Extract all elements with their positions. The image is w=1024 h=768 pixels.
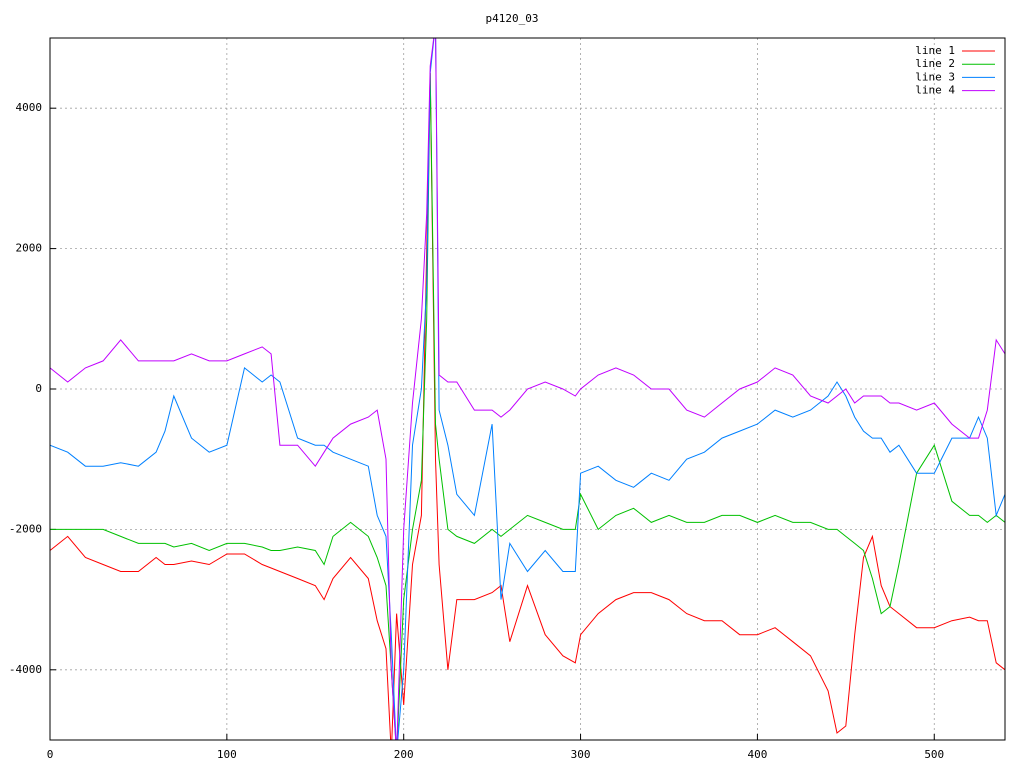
legend-label: line 2	[915, 57, 955, 70]
data-line	[50, 73, 1005, 740]
plot-border	[49, 37, 1006, 741]
y-tick-label: 4000	[16, 101, 43, 114]
y-tick-label: -2000	[9, 522, 42, 535]
y-tick-label: -4000	[9, 663, 42, 676]
chart-title: p4120_03	[486, 12, 539, 25]
x-tick-label: 200	[394, 748, 414, 761]
legend-label: line 4	[915, 84, 955, 97]
x-tick-label: 100	[217, 748, 237, 761]
plot-area	[50, 38, 1005, 740]
data-line	[50, 38, 1005, 740]
x-tick-label: 300	[571, 748, 591, 761]
legend-label: line 1	[915, 44, 955, 57]
data-line	[50, 38, 1005, 740]
x-tick-label: 0	[47, 748, 54, 761]
x-tick-label: 400	[747, 748, 767, 761]
y-tick-label: 0	[35, 382, 42, 395]
x-tick-label: 500	[924, 748, 944, 761]
y-tick-label: 2000	[16, 242, 43, 255]
legend-label: line 3	[915, 70, 955, 83]
data-line	[50, 73, 1005, 740]
